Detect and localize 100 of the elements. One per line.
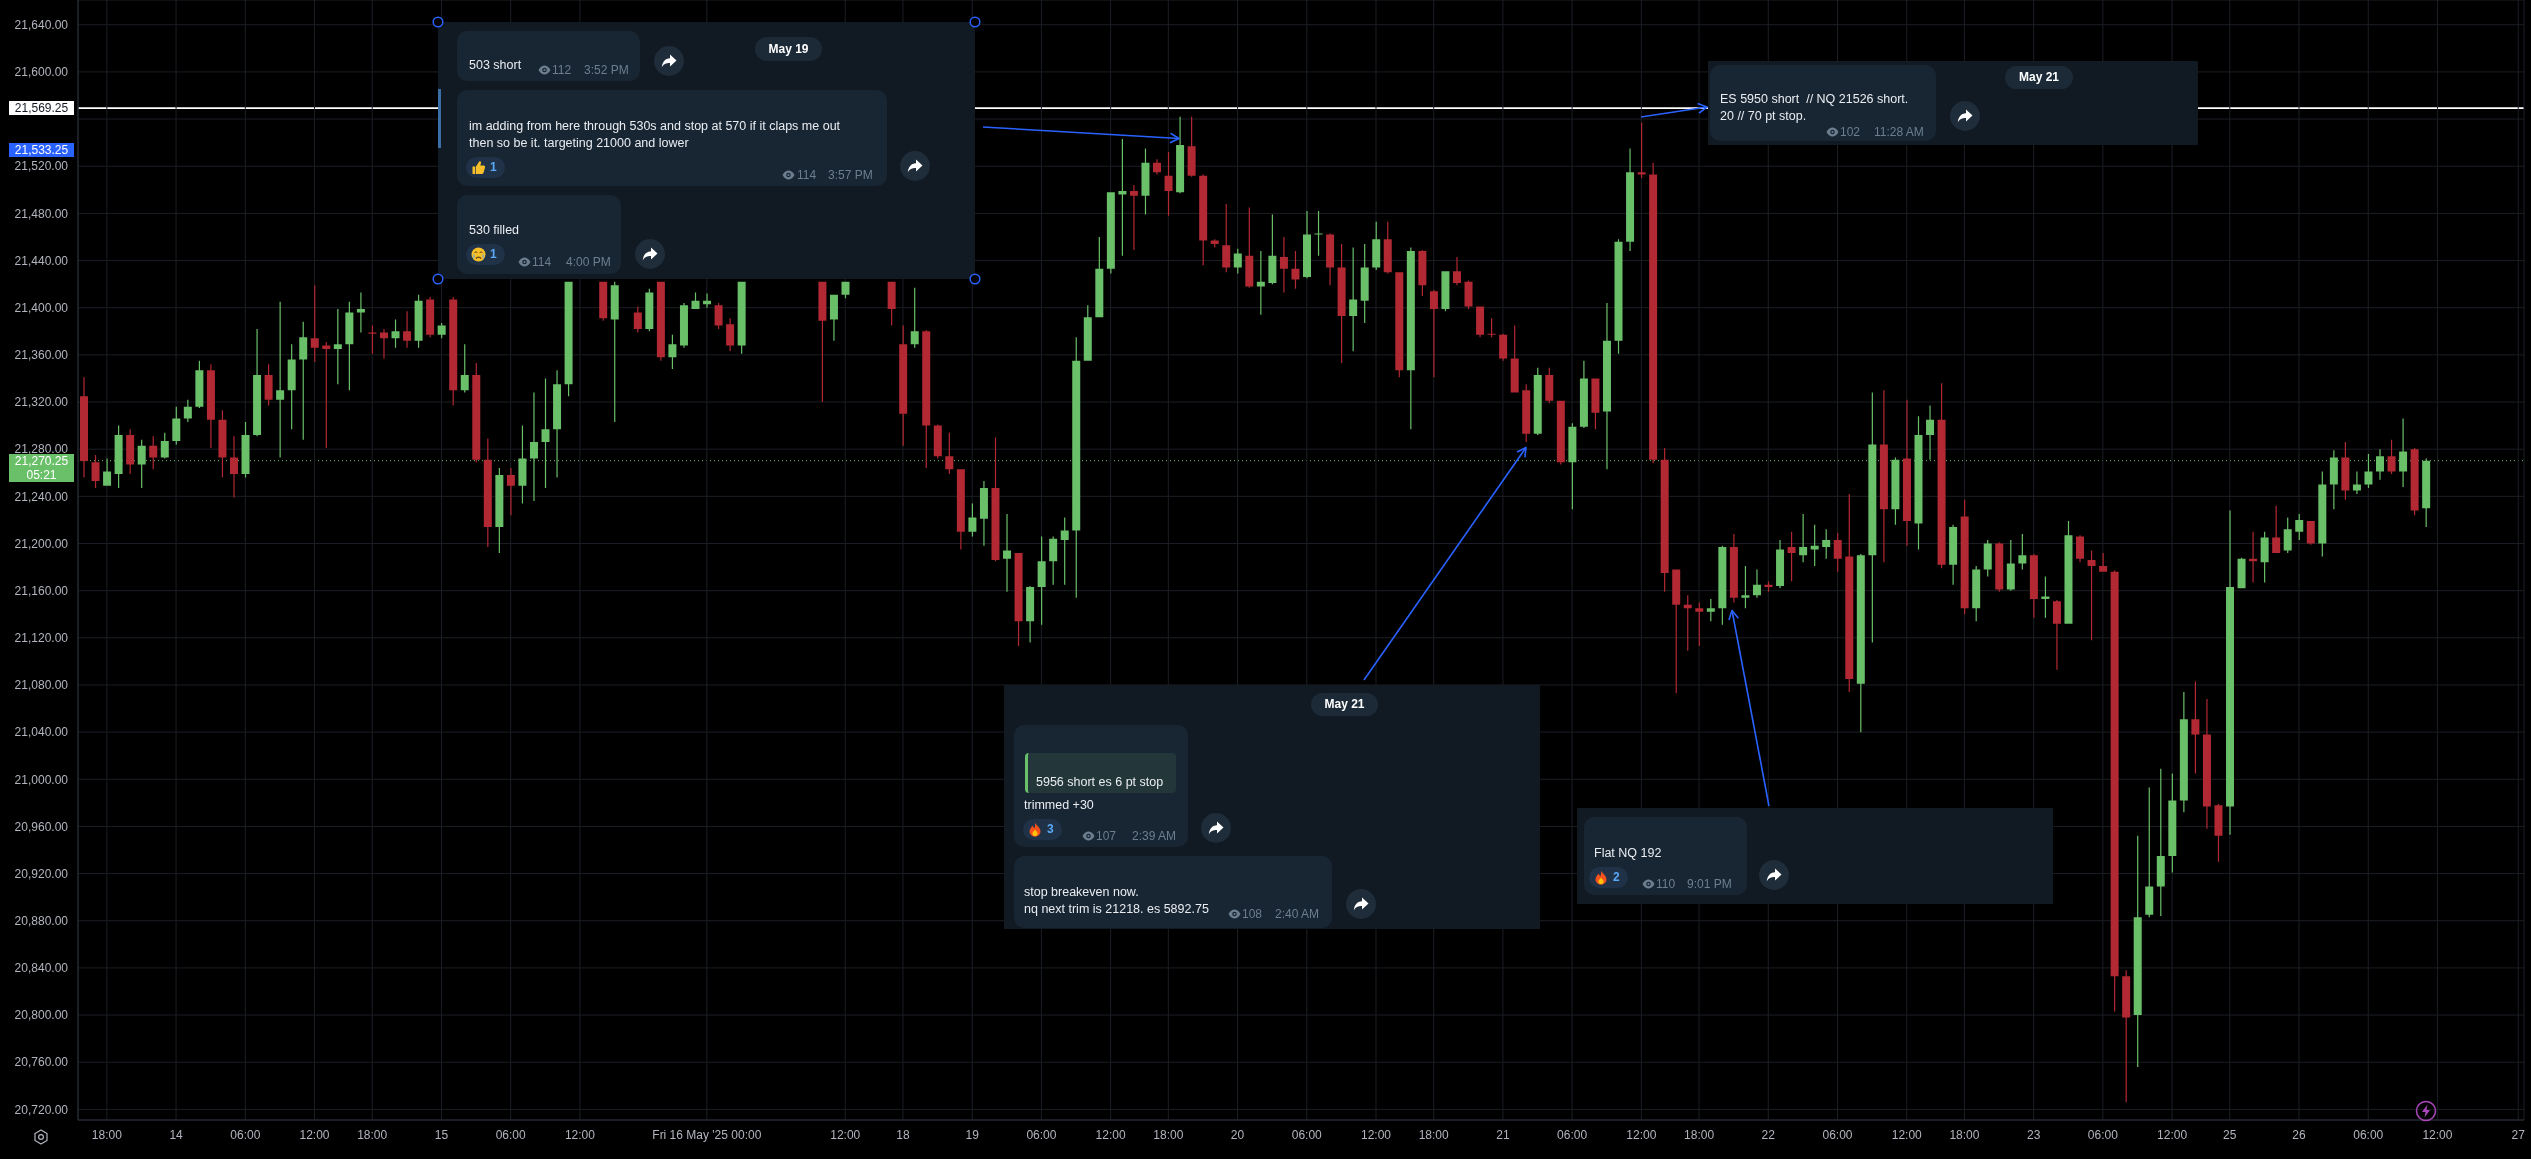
annotation: 3:57 PM	[828, 167, 873, 183]
x-tick-label: 18:00	[1153, 1127, 1184, 1142]
candlestick	[1741, 565, 1750, 609]
x-tick-label: 12:00	[2422, 1127, 2453, 1142]
candlestick	[1602, 302, 1611, 470]
x-tick-label: 15	[434, 1127, 449, 1142]
y-tick-label: 21,040.00	[14, 725, 69, 740]
x-tick-label: 27	[2511, 1127, 2526, 1142]
candlestick	[1579, 360, 1588, 428]
candlestick	[2352, 471, 2361, 494]
candlestick	[356, 292, 365, 333]
annotation: ES 5950 short // NQ 21526 short. 20 // 70 pt stop.	[1720, 90, 1909, 125]
annotation: trimmed +30	[1024, 796, 1094, 814]
candlestick	[229, 436, 238, 498]
annotation: 9:01 PM	[1687, 876, 1732, 892]
annotation: 110	[1656, 876, 1676, 892]
y-tick-label: 20,880.00	[14, 914, 69, 929]
x-tick-label: 06:00	[2087, 1127, 2119, 1142]
annotation: stop breakeven now. nq next trim is 21218. es 5892.75	[1024, 883, 1209, 918]
x-tick-label: 12:00	[1891, 1127, 1923, 1142]
x-tick-label: 25	[2223, 1127, 2237, 1142]
y-tick-label: 21,480.00	[14, 206, 69, 221]
x-tick-label: 18	[896, 1127, 910, 1142]
annotation: 5956 short es 6 pt stop	[1036, 773, 1164, 791]
candlestick	[1626, 148, 1635, 252]
x-tick-label: 12:00	[1095, 1127, 1126, 1142]
x-tick-label: 12:00	[2157, 1127, 2188, 1142]
candlestick	[1752, 569, 1761, 598]
x-tick-label: 12:00	[1626, 1127, 1657, 1142]
annotation: 2	[1613, 869, 1620, 885]
candlestick	[1902, 399, 1911, 546]
ref-line-label: 21,569.25	[14, 101, 69, 116]
text: 21,533.25	[14, 143, 69, 157]
annotation: im adding from here through 530s and stop at 570 if it claps me out then so be it. targeting 21000 and lower	[469, 117, 841, 152]
annotation: 1	[490, 159, 497, 175]
x-tick-label: 12:00	[830, 1127, 861, 1142]
annotation: 2:40 AM	[1275, 906, 1320, 922]
x-tick-label: 06:00	[1822, 1127, 1853, 1142]
candlestick	[2249, 531, 2258, 583]
y-tick-label: 21,440.00	[14, 253, 69, 268]
annotation: 114	[532, 254, 552, 270]
annotation: 530 filled	[469, 221, 520, 239]
annotation: 1	[490, 246, 497, 262]
candlestick	[437, 323, 446, 339]
x-tick-label: 06:00	[230, 1127, 261, 1142]
candlestick	[80, 377, 88, 478]
candlestick	[103, 458, 112, 486]
y-tick-label: 20,960.00	[14, 819, 69, 834]
x-tick-label: 19	[965, 1127, 980, 1142]
y-tick-label: 21,240.00	[14, 489, 69, 504]
y-tick-label: 20,760.00	[14, 1055, 69, 1070]
x-tick-label: 23	[2026, 1127, 2041, 1142]
candlestick	[1326, 233, 1335, 286]
candlestick	[1776, 539, 1785, 589]
candlestick	[379, 328, 388, 359]
annotation: 114	[797, 167, 817, 183]
candlestick	[253, 328, 262, 437]
annotation: May 19	[768, 42, 809, 56]
x-tick-label: 14	[169, 1127, 184, 1142]
x-tick-label: 21	[1496, 1127, 1510, 1142]
x-tick-label: 18:00	[91, 1127, 123, 1142]
x-tick-label: 12:00	[299, 1127, 330, 1142]
y-tick-label: 21,200.00	[14, 536, 69, 551]
x-tick-label: 06:00	[1557, 1127, 1588, 1142]
x-tick-label: 06:00	[1026, 1127, 1057, 1142]
x-tick-label: 18:00	[1684, 1127, 1715, 1142]
date-pill: May 19	[755, 37, 822, 61]
candlestick	[2018, 534, 2027, 570]
candlestick	[206, 364, 215, 448]
y-tick-label: 20,800.00	[14, 1008, 69, 1023]
y-tick-label: 20,920.00	[14, 866, 69, 881]
y-tick-label: 21,080.00	[14, 678, 69, 693]
candlestick	[1314, 211, 1323, 256]
y-tick-label: 20,720.00	[14, 1102, 69, 1117]
x-tick-label: Fri 16 May '25 00:00	[652, 1127, 762, 1142]
y-tick-label: 21,360.00	[14, 348, 69, 363]
annotation: 112	[552, 62, 572, 78]
x-tick-label: 18:00	[1949, 1127, 1980, 1142]
y-tick-label: 21,640.00	[14, 18, 69, 33]
candlestick	[2202, 699, 2211, 829]
candlestick	[368, 325, 377, 354]
x-tick-label: 06:00	[495, 1127, 526, 1142]
x-tick-label: 06:00	[2353, 1127, 2384, 1142]
x-tick-label: 12:00	[1360, 1127, 1392, 1142]
candlestick	[829, 294, 838, 341]
annotation: 503 short	[469, 56, 522, 74]
annotation: Flat NQ 192	[1594, 844, 1662, 862]
annotation: 4:00 PM	[566, 254, 611, 270]
candlestick	[1026, 585, 1035, 643]
y-tick-label: 21,600.00	[14, 65, 69, 80]
candlestick	[703, 293, 712, 308]
x-tick-label: 18:00	[1418, 1127, 1450, 1142]
annotation: 3:52 PM	[584, 62, 629, 78]
candlestick	[1233, 248, 1242, 274]
y-tick-label: 21,000.00	[14, 772, 69, 787]
y-tick-label: 21,160.00	[14, 583, 69, 598]
candlestick	[2226, 510, 2235, 835]
candlestick	[1279, 236, 1288, 293]
x-tick-label: 18:00	[357, 1127, 388, 1142]
x-tick-label: 12:00	[564, 1127, 596, 1142]
